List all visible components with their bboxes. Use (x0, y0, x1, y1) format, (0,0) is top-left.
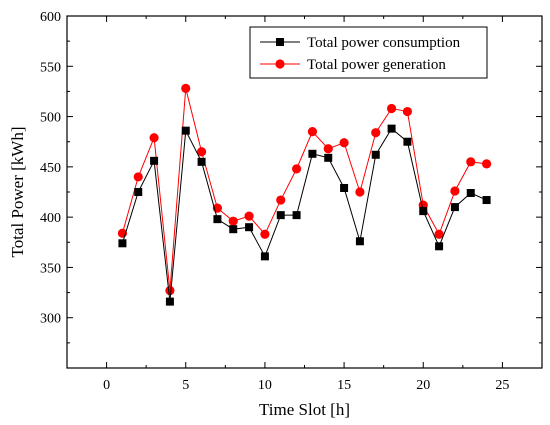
data-point-consumption (324, 153, 333, 162)
data-point-generation (181, 83, 191, 94)
data-point-generation (339, 138, 349, 148)
data-point-generation (244, 211, 254, 221)
data-point-generation (466, 157, 476, 167)
data-point-consumption (482, 196, 491, 205)
data-point-generation (196, 147, 207, 157)
y-axis-title: Total Power [kWh] (8, 127, 27, 258)
data-point-consumption (419, 207, 428, 216)
data-point-generation (402, 106, 413, 117)
data-point-generation (133, 172, 143, 182)
data-point-consumption (340, 183, 349, 192)
data-point-generation (434, 229, 444, 239)
x-tick-label: 10 (258, 378, 272, 393)
series-line-1 (121, 88, 487, 291)
x-tick-label: 5 (182, 378, 189, 393)
y-tick-label: 600 (40, 10, 61, 25)
data-point-generation (291, 164, 302, 174)
legend: Total power consumption Total power gener… (249, 26, 488, 79)
y-tick-label: 400 (40, 211, 61, 226)
data-point-consumption (134, 188, 143, 196)
legend-marker-consumption (276, 38, 284, 46)
data-point-generation (276, 195, 286, 205)
legend-box (249, 26, 488, 79)
series-line-0 (121, 127, 487, 302)
data-point-consumption (245, 223, 254, 232)
data-point-generation (386, 103, 397, 114)
y-tick-label: 550 (40, 60, 61, 75)
data-point-consumption (403, 137, 412, 146)
data-point-generation (355, 187, 365, 197)
x-tick-label: 15 (337, 378, 351, 393)
data-point-consumption (276, 211, 285, 220)
data-point-consumption (292, 211, 301, 220)
data-point-consumption (355, 237, 364, 246)
legend-marker-generation (275, 59, 285, 69)
x-tick-label: 0 (103, 378, 110, 393)
data-point-consumption (371, 150, 380, 159)
data-point-generation (450, 186, 460, 196)
x-tick-label: 25 (495, 378, 509, 393)
data-point-consumption (260, 252, 269, 261)
data-point-consumption (387, 124, 396, 133)
data-point-generation (323, 144, 333, 154)
legend-label-0: Total power consumption (307, 35, 461, 51)
y-tick-label: 450 (40, 161, 61, 176)
data-point-generation (149, 133, 159, 143)
data-point-generation (228, 216, 238, 226)
data-point-generation (307, 127, 318, 137)
data-point-consumption (450, 203, 459, 212)
data-point-generation (165, 285, 175, 296)
y-tick-label: 350 (40, 261, 61, 276)
data-point-consumption (181, 126, 190, 135)
data-point-consumption (118, 239, 127, 248)
data-point-consumption (150, 156, 159, 165)
data-point-consumption (466, 189, 475, 198)
data-point-generation (371, 128, 381, 138)
y-tick-label: 500 (40, 111, 61, 126)
legend-label-1: Total power generation (307, 57, 446, 73)
data-point-consumption (213, 215, 222, 224)
data-point-consumption (165, 297, 174, 306)
y-tick-label: 300 (40, 312, 61, 327)
x-tick-label: 20 (416, 378, 430, 393)
data-point-generation (260, 229, 270, 239)
data-point-consumption (229, 225, 238, 234)
data-point-consumption (308, 149, 317, 158)
plot-area: 0 5 10 15 20 25 300 350 400 450 500 550 600 (40, 10, 543, 393)
data-point-consumption (197, 157, 206, 166)
x-axis-title: Time Slot [h] (259, 400, 350, 419)
data-point-generation (481, 159, 492, 169)
data-point-consumption (435, 242, 444, 251)
